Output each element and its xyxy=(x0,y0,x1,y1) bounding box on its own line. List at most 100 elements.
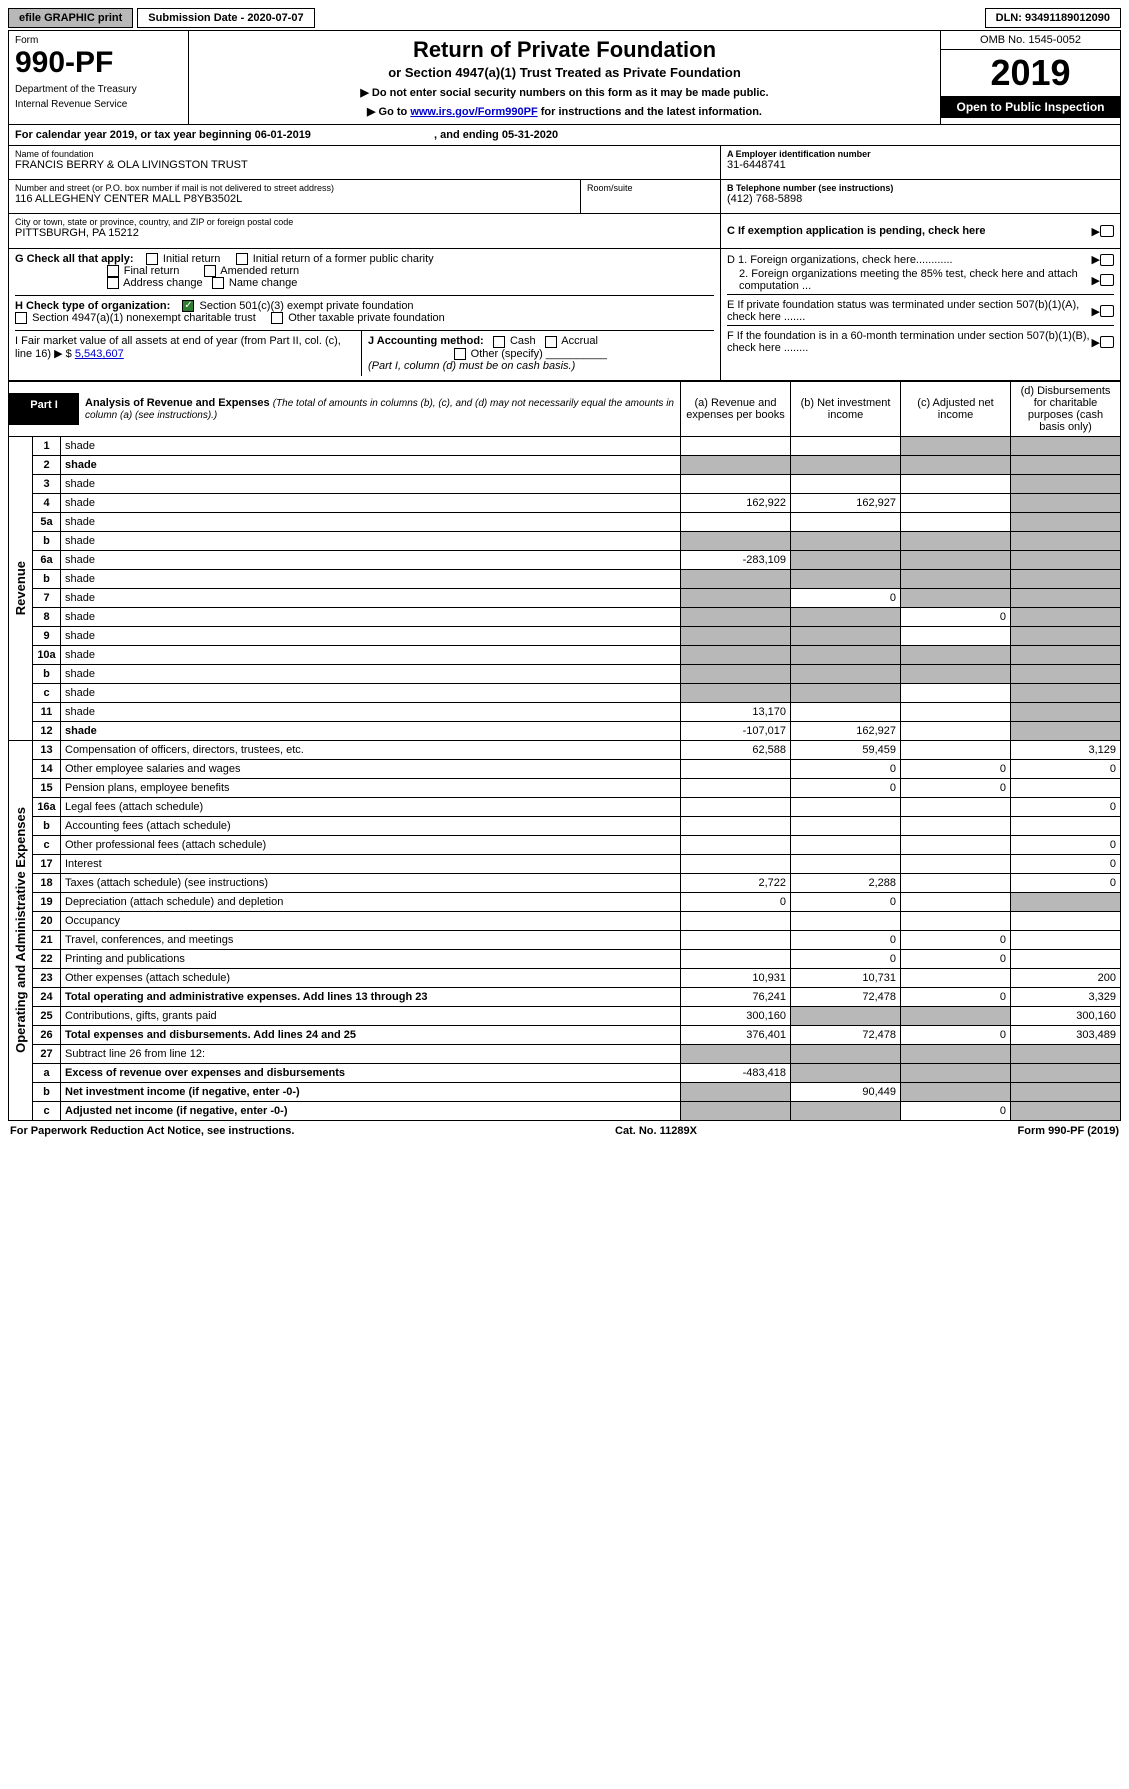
value-cell xyxy=(1011,645,1121,664)
row-description: shade xyxy=(61,531,681,550)
value-cell xyxy=(1011,892,1121,911)
section-side-label: Operating and Administrative Expenses xyxy=(9,740,33,1120)
row-description: shade xyxy=(61,455,681,474)
g-address-checkbox[interactable] xyxy=(107,277,119,289)
row-number: 21 xyxy=(33,930,61,949)
g-final-checkbox[interactable] xyxy=(107,265,119,277)
j-other-checkbox[interactable] xyxy=(454,348,466,360)
row-number: 19 xyxy=(33,892,61,911)
j-cash-checkbox[interactable] xyxy=(493,336,505,348)
value-cell xyxy=(791,1101,901,1120)
i-row: I Fair market value of all assets at end… xyxy=(15,331,362,375)
value-cell: -483,418 xyxy=(681,1063,791,1082)
g-initial-checkbox[interactable] xyxy=(146,253,158,265)
h-other-checkbox[interactable] xyxy=(271,312,283,324)
row-description: shade xyxy=(61,550,681,569)
fmv-value[interactable]: 5,543,607 xyxy=(75,348,124,360)
row-number: b xyxy=(33,1082,61,1101)
name-label: Name of foundation xyxy=(15,149,714,159)
value-cell xyxy=(901,873,1011,892)
g-name-checkbox[interactable] xyxy=(212,277,224,289)
col-d-header: (d) Disbursements for charitable purpose… xyxy=(1011,381,1121,436)
row-number: 25 xyxy=(33,1006,61,1025)
value-cell: 2,722 xyxy=(681,873,791,892)
f-checkbox[interactable] xyxy=(1100,336,1114,348)
g-amended-checkbox[interactable] xyxy=(204,265,216,277)
value-cell: -283,109 xyxy=(681,550,791,569)
value-cell xyxy=(681,607,791,626)
row-number: 1 xyxy=(33,436,61,455)
col-b-header: (b) Net investment income xyxy=(791,381,901,436)
efile-button[interactable]: efile GRAPHIC print xyxy=(8,8,133,28)
value-cell xyxy=(791,797,901,816)
value-cell: 0 xyxy=(901,1101,1011,1120)
value-cell: 0 xyxy=(901,987,1011,1006)
row-description: shade xyxy=(61,702,681,721)
form-number: 990-PF xyxy=(15,46,182,80)
value-cell xyxy=(681,778,791,797)
value-cell xyxy=(901,816,1011,835)
open-inspection: Open to Public Inspection xyxy=(941,96,1120,118)
row-number: 15 xyxy=(33,778,61,797)
row-description: shade xyxy=(61,645,681,664)
value-cell xyxy=(681,683,791,702)
part1-label: Part I xyxy=(9,393,79,425)
row-number: b xyxy=(33,531,61,550)
table-row: 5ashade xyxy=(9,512,1121,531)
info-block: Name of foundation FRANCIS BERRY & OLA L… xyxy=(8,146,1121,249)
table-row: 3shade xyxy=(9,474,1121,493)
part1-table: Part I Analysis of Revenue and Expenses … xyxy=(8,381,1121,1121)
value-cell xyxy=(791,436,901,455)
value-cell: 72,478 xyxy=(791,987,901,1006)
value-cell xyxy=(681,911,791,930)
arrow-icon: ▶ xyxy=(1092,336,1100,349)
value-cell xyxy=(901,721,1011,740)
row-description: Legal fees (attach schedule) xyxy=(61,797,681,816)
value-cell: 3,129 xyxy=(1011,740,1121,759)
form-link[interactable]: www.irs.gov/Form990PF xyxy=(410,106,537,118)
j-accrual: Accrual xyxy=(561,335,598,347)
d1-checkbox[interactable] xyxy=(1100,254,1114,266)
c-checkbox[interactable] xyxy=(1100,225,1114,237)
row-description: Occupancy xyxy=(61,911,681,930)
footer-mid: Cat. No. 11289X xyxy=(615,1125,697,1137)
row-number: 13 xyxy=(33,740,61,759)
row-number: 5a xyxy=(33,512,61,531)
h-501c3-checkbox[interactable] xyxy=(182,300,194,312)
value-cell xyxy=(681,1082,791,1101)
d2-checkbox[interactable] xyxy=(1100,274,1114,286)
row-description: Accounting fees (attach schedule) xyxy=(61,816,681,835)
table-row: 26Total expenses and disbursements. Add … xyxy=(9,1025,1121,1044)
table-row: 6ashade-283,109 xyxy=(9,550,1121,569)
table-row: 23Other expenses (attach schedule)10,931… xyxy=(9,968,1121,987)
value-cell: 62,588 xyxy=(681,740,791,759)
address: 116 ALLEGHENY CENTER MALL P8YB3502L xyxy=(15,193,574,205)
value-cell xyxy=(791,645,901,664)
calyear-end: 05-31-2020 xyxy=(502,129,558,141)
value-cell: 162,922 xyxy=(681,493,791,512)
value-cell xyxy=(681,759,791,778)
g-initial-former-checkbox[interactable] xyxy=(236,253,248,265)
value-cell xyxy=(901,569,1011,588)
row-description: Other professional fees (attach schedule… xyxy=(61,835,681,854)
check-section: G Check all that apply: Initial return I… xyxy=(8,249,1121,381)
e-label: E If private foundation status was termi… xyxy=(727,299,1092,323)
h-4947-checkbox[interactable] xyxy=(15,312,27,324)
value-cell: 300,160 xyxy=(1011,1006,1121,1025)
value-cell xyxy=(681,455,791,474)
table-row: 12shade-107,017162,927 xyxy=(9,721,1121,740)
value-cell xyxy=(901,550,1011,569)
g-opt-initial: Initial return xyxy=(163,253,220,265)
value-cell xyxy=(901,512,1011,531)
part1-desc: Analysis of Revenue and Expenses (The to… xyxy=(79,393,680,425)
value-cell: 0 xyxy=(791,778,901,797)
c-label: C If exemption application is pending, c… xyxy=(727,225,1092,237)
j-accrual-checkbox[interactable] xyxy=(545,336,557,348)
e-checkbox[interactable] xyxy=(1100,305,1114,317)
row-number: 7 xyxy=(33,588,61,607)
row-number: c xyxy=(33,1101,61,1120)
value-cell: 0 xyxy=(791,930,901,949)
value-cell: 0 xyxy=(1011,835,1121,854)
row-number: 26 xyxy=(33,1025,61,1044)
row-description: Total expenses and disbursements. Add li… xyxy=(61,1025,681,1044)
